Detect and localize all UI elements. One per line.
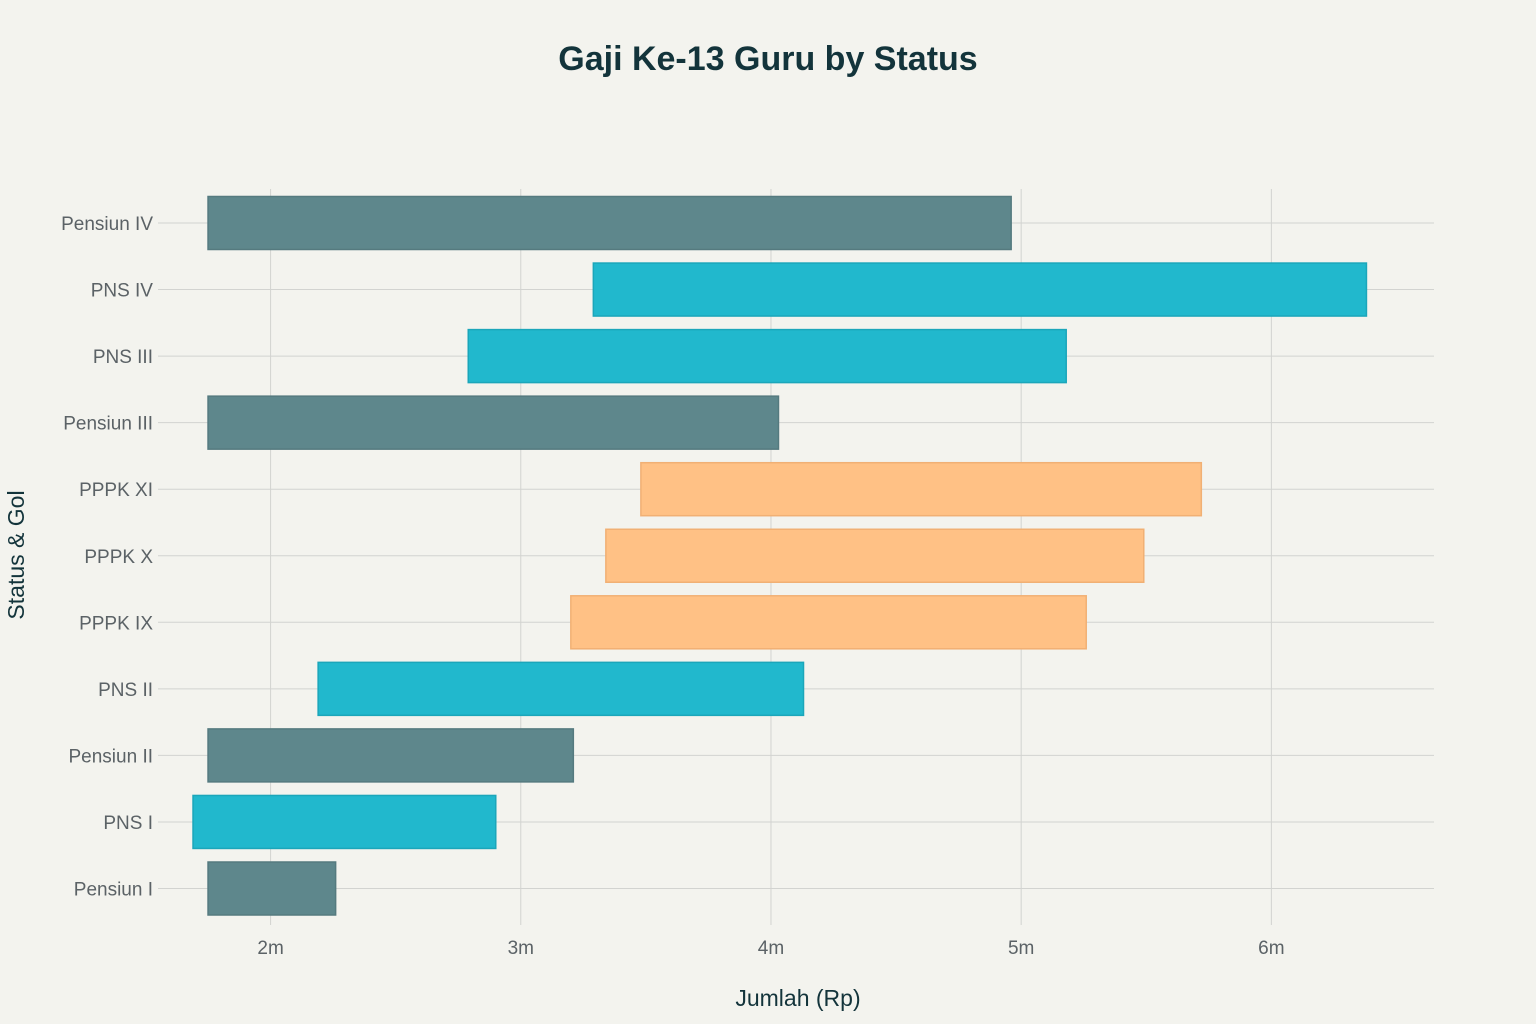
bar-pppk-xi	[640, 461, 1203, 517]
x-tick-label: 3m	[508, 938, 534, 959]
bar-pppk-x	[605, 528, 1145, 583]
y-tick-label: PNS II	[98, 680, 153, 701]
y-tick-label: PPPK XI	[79, 480, 153, 501]
x-tick-label: 2m	[257, 938, 283, 959]
bars	[192, 195, 1368, 916]
bar-pensiun-i	[207, 861, 337, 916]
y-tick-label: PPPK IX	[79, 613, 153, 634]
bar-pns-ii	[317, 661, 805, 717]
bar-pensiun-iii	[207, 395, 780, 450]
bar-pns-iv	[592, 262, 1368, 317]
bar-pensiun-iv	[207, 195, 1012, 251]
y-axis-label: Status & Gol	[3, 490, 29, 619]
y-tick-label: PNS I	[103, 813, 153, 834]
x-axis-label: Jumlah (Rp)	[735, 985, 860, 1011]
x-tick-label: 6m	[1258, 938, 1284, 959]
y-tick-label: PNS III	[93, 347, 153, 368]
bar-pns-i	[192, 794, 497, 850]
y-tick-label: Pensiun I	[74, 880, 153, 901]
x-tick-label: 4m	[758, 938, 784, 959]
y-tick-label: Pensiun III	[63, 414, 153, 435]
y-tick-label: Pensiun II	[69, 746, 154, 767]
bar-pensiun-ii	[207, 728, 575, 783]
bar-pns-iii	[467, 328, 1067, 384]
y-tick-label: PNS IV	[91, 281, 154, 302]
chart-title: Gaji Ke-13 Guru by Status	[558, 40, 978, 78]
x-tick-label: 5m	[1008, 938, 1034, 959]
y-tick-label: PPPK X	[84, 547, 153, 568]
bar-pppk-ix	[570, 595, 1087, 650]
y-tick-label: Pensiun IV	[61, 214, 153, 235]
y-axis-ticks: Pensiun IV PNS IV PNS III Pensiun III PPPK X…	[61, 214, 153, 901]
x-axis-ticks: 2m 3m 4m 5m 6m	[257, 938, 1284, 959]
